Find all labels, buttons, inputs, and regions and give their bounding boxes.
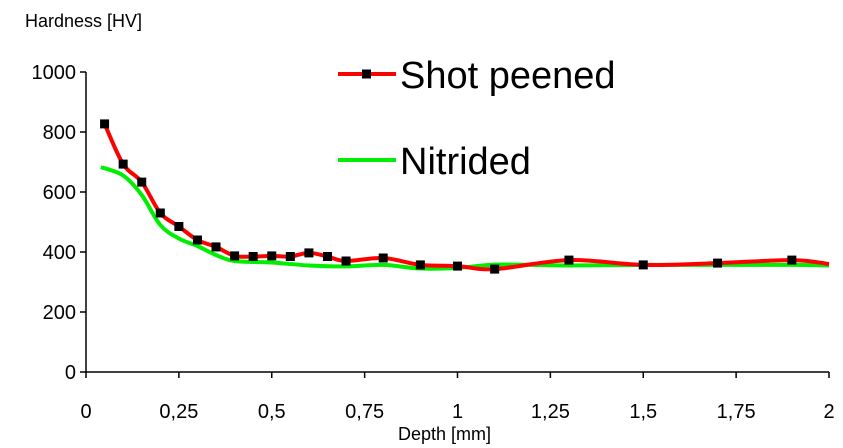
data-point <box>174 222 184 231</box>
legend: Shot peened Nitrided <box>338 55 616 183</box>
legend-marker-shot-peened <box>362 69 371 79</box>
data-point <box>118 159 128 169</box>
data-point <box>341 256 351 266</box>
x-tick-label: 2 <box>823 401 834 423</box>
data-point <box>787 255 797 265</box>
series-layer <box>100 119 830 274</box>
data-point <box>155 208 165 218</box>
y-tick-label: 200 <box>43 302 76 324</box>
data-point <box>100 119 110 129</box>
x-tick-label: 1,25 <box>531 401 570 423</box>
data-point <box>267 251 277 261</box>
y-tick-label: 400 <box>43 242 76 264</box>
x-tick-label: 0 <box>80 401 91 423</box>
x-tick-label: 0,25 <box>159 401 198 423</box>
data-point <box>211 242 221 252</box>
data-point <box>378 253 388 263</box>
data-point <box>713 258 723 268</box>
x-tick-label: 1 <box>452 401 463 423</box>
legend-label-shot-peened: Shot peened <box>400 55 616 97</box>
data-point <box>490 264 500 274</box>
x-tick-label: 0,5 <box>258 401 286 423</box>
data-point <box>137 177 147 187</box>
y-tick-label: 800 <box>43 122 76 144</box>
y-tick-label: 1000 <box>32 62 77 84</box>
x-tick-label: 1,5 <box>629 401 657 423</box>
legend-label-nitrided: Nitrided <box>400 141 531 183</box>
axes: 0 200 400 600 800 1000 0 0,25 0,5 0,75 1 1,25 1,5 1,7… <box>32 62 835 423</box>
data-point <box>453 261 462 271</box>
data-point <box>304 248 314 258</box>
data-point <box>285 252 295 261</box>
data-point <box>192 235 202 245</box>
y-axis-title: Hardness [HV] <box>25 11 142 31</box>
data-point <box>230 251 240 261</box>
x-axis-title: Depth [mm] <box>398 424 491 444</box>
y-tick-label: 600 <box>43 182 76 204</box>
x-tick-label: 0,75 <box>345 401 384 423</box>
data-point <box>415 260 425 270</box>
data-point <box>564 255 574 265</box>
data-point <box>322 252 332 261</box>
data-point <box>248 252 258 261</box>
data-point <box>638 260 648 270</box>
x-tick-label: 1,75 <box>717 401 756 423</box>
y-tick-label: 0 <box>65 362 76 384</box>
